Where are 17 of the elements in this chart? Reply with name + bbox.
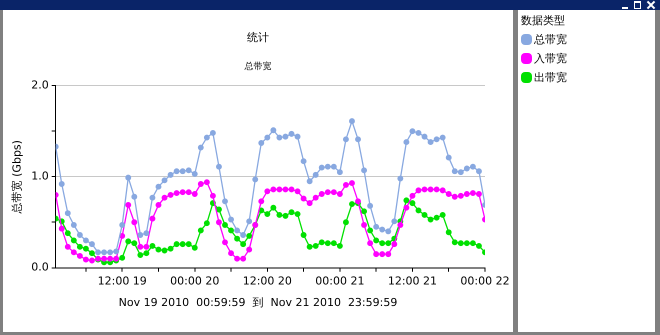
legend-label: 出带宽 <box>534 70 567 85</box>
x-tick-label: 12:00 20 <box>242 274 292 288</box>
legend-title: 数据类型 <box>521 13 566 28</box>
x-axis-title: Nov 19 2010 00:59:59 到 Nov 21 2010 23:59:59 <box>118 295 398 310</box>
x-tick-label: 12:00 19 <box>98 274 147 288</box>
y-tick-label: 2.0 <box>31 78 49 92</box>
y-axis-title: 总带宽 (Gbps) <box>10 140 24 214</box>
x-tick-label: 12:00 21 <box>388 274 438 288</box>
x-tick-label: 00:00 21 <box>315 274 364 288</box>
y-tick-label: 1.0 <box>31 170 49 183</box>
chart-subtitle: 总带宽 <box>244 60 272 73</box>
legend-label: 总带宽 <box>534 32 567 47</box>
y-tick-label: 0.0 <box>31 260 49 274</box>
chart-title: 统计 <box>246 30 270 45</box>
x-tick-label: 00:00 22 <box>460 274 510 288</box>
x-tick-label: 00:00 20 <box>170 274 220 288</box>
legend-label: 入带宽 <box>534 51 567 66</box>
